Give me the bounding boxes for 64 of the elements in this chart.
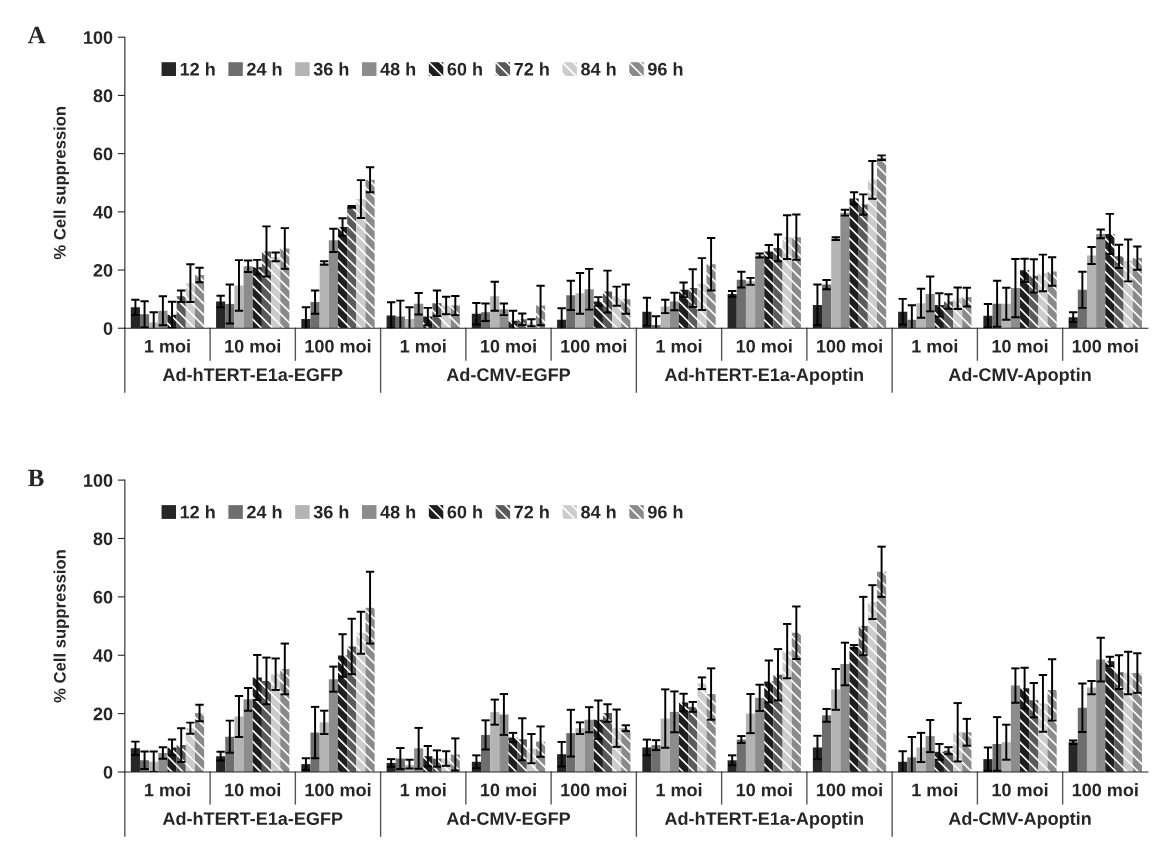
x-tick-label: 1 moi bbox=[656, 783, 702, 797]
legend-label: 96 h bbox=[647, 505, 683, 519]
legend-label: 36 h bbox=[313, 505, 349, 519]
text: Ad-CMV-Apoptin bbox=[948, 811, 1091, 829]
y-axis-title: % Cell suppression bbox=[53, 106, 70, 260]
y-tick-label: 40 bbox=[93, 649, 113, 662]
y-tick-label: 80 bbox=[93, 532, 113, 546]
x-tick-label: 10 moi bbox=[736, 339, 792, 353]
x-tick-label: 100 moi bbox=[305, 339, 371, 353]
x-tick-label: 1 moi bbox=[656, 339, 702, 353]
chart-title: A bbox=[27, 26, 46, 44]
legend-label: 12 h bbox=[180, 505, 215, 519]
y-axis-title: % Cell suppression bbox=[53, 550, 70, 703]
x-tick-label: 10 moi bbox=[992, 783, 1048, 797]
legend-label: 24 h bbox=[247, 505, 282, 519]
x-tick-label: 10 moi bbox=[225, 783, 281, 797]
text: Ad-CMV-Apoptin bbox=[948, 367, 1091, 385]
x-tick-label: 1 moi bbox=[912, 783, 958, 797]
x-tick-label: 10 moi bbox=[481, 783, 536, 797]
legend-label: 36 h bbox=[313, 62, 349, 76]
x-tick-label: 100 moi bbox=[1072, 783, 1138, 797]
text: Ad-hTERT-E1a-Apoptin bbox=[664, 367, 863, 385]
y-tick-label: 0 bbox=[103, 765, 113, 779]
x-tick-label: 1 moi bbox=[145, 783, 190, 797]
legend-label: 84 h bbox=[581, 505, 616, 519]
y-tick-label: 80 bbox=[93, 89, 113, 103]
text: Ad-hTERT-E1a-EGFP bbox=[162, 367, 343, 382]
x-tick-label: 1 moi bbox=[400, 783, 446, 797]
x-tick-label: 100 moi bbox=[561, 783, 627, 797]
x-tick-label: 1 moi bbox=[400, 339, 446, 353]
x-tick-label: 100 moi bbox=[561, 339, 627, 353]
legend-label: 24 h bbox=[247, 62, 282, 76]
y-tick-label: 60 bbox=[93, 147, 113, 161]
chart-title: B bbox=[28, 469, 44, 487]
y-tick-label: 20 bbox=[93, 707, 113, 721]
y-tick-label: 60 bbox=[93, 590, 113, 604]
y-tick-label: 40 bbox=[93, 205, 113, 219]
text: Ad-hTERT-E1a-EGFP bbox=[162, 811, 343, 825]
y-tick-label: 0 bbox=[103, 322, 113, 335]
text: Ad-CMV-EGFP bbox=[446, 367, 571, 382]
x-tick-label: 100 moi bbox=[817, 783, 882, 797]
legend-label: 60 h bbox=[447, 505, 482, 519]
x-tick-label: 10 moi bbox=[481, 339, 536, 353]
legend-label: 72 h bbox=[514, 505, 549, 519]
y-tick-label: 100 bbox=[84, 474, 113, 487]
legend-label: 48 h bbox=[380, 62, 416, 76]
legend-label: 72 h bbox=[514, 62, 549, 76]
x-tick-label: 100 moi bbox=[305, 783, 371, 797]
legend-label: 60 h bbox=[447, 62, 482, 76]
legend-label: 48 h bbox=[380, 505, 416, 519]
x-tick-label: 1 moi bbox=[145, 339, 190, 353]
x-tick-label: 10 moi bbox=[992, 339, 1048, 353]
text: Ad-hTERT-E1a-Apoptin bbox=[664, 811, 863, 829]
x-tick-label: 1 moi bbox=[912, 339, 958, 353]
legend-label: 96 h bbox=[647, 62, 683, 76]
text: Ad-CMV-EGFP bbox=[446, 811, 571, 825]
y-tick-label: 100 bbox=[84, 31, 113, 44]
x-tick-label: 10 moi bbox=[225, 339, 281, 353]
x-tick-label: 100 moi bbox=[1072, 339, 1138, 353]
y-tick-label: 20 bbox=[93, 263, 113, 277]
x-tick-label: 100 moi bbox=[817, 339, 882, 353]
legend-label: 84 h bbox=[581, 62, 616, 76]
legend-label: 12 h bbox=[180, 62, 215, 76]
x-tick-label: 10 moi bbox=[736, 783, 792, 797]
